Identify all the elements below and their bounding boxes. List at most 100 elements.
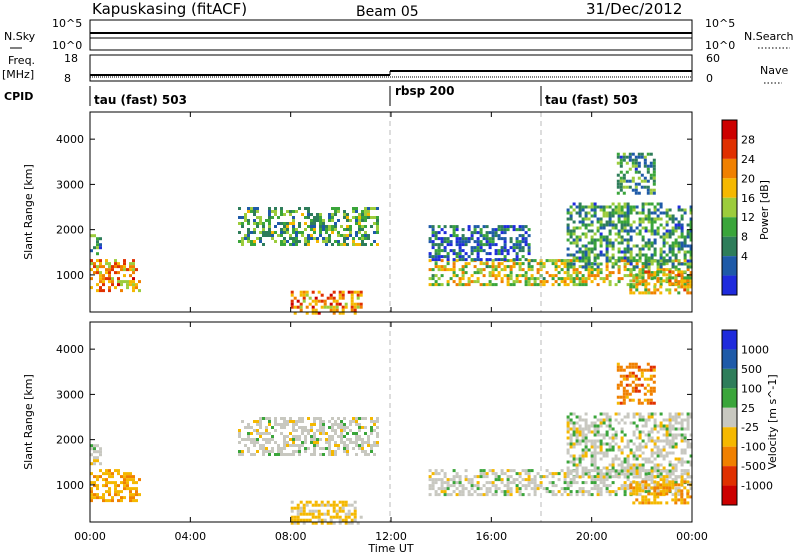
echo-cell — [671, 439, 675, 443]
echo-cell — [644, 262, 648, 266]
echo-cell — [355, 453, 358, 456]
echo-cell — [572, 226, 576, 230]
echo-cell — [659, 427, 663, 431]
echo-cell — [641, 418, 645, 422]
echo-cell — [593, 277, 597, 281]
echo-cell — [641, 283, 645, 287]
echo-cell — [277, 423, 280, 426]
echo-cell — [619, 380, 623, 384]
echo-cell — [295, 234, 298, 237]
echo-cell — [572, 442, 576, 446]
echo-cell — [443, 481, 447, 485]
echo-cell — [99, 262, 102, 266]
echo-cell — [608, 211, 612, 215]
echo-cell — [244, 237, 247, 240]
echo-cell — [566, 226, 570, 230]
echo-cell — [515, 228, 519, 232]
echo-cell — [622, 386, 626, 390]
echo-cell — [608, 232, 612, 236]
echo-cell — [584, 412, 588, 416]
echo-cell — [608, 421, 612, 425]
echo-cell — [250, 231, 253, 234]
echo-cell — [671, 229, 675, 233]
echo-cell — [605, 274, 609, 278]
echo-cell — [611, 223, 615, 227]
echo-cell — [542, 283, 546, 287]
echo-cell — [283, 453, 286, 456]
echo-cell — [313, 216, 316, 219]
echo-cell — [90, 453, 93, 457]
echo-cell — [677, 270, 681, 274]
echo-cell — [99, 289, 102, 293]
echo-cell — [656, 451, 660, 455]
echo-cell — [602, 418, 606, 422]
echo-cell — [584, 472, 588, 476]
echo-cell — [304, 228, 307, 231]
echo-cell — [662, 418, 666, 422]
echo-cell — [683, 448, 687, 452]
echo-cell — [355, 210, 358, 213]
echo-cell — [334, 420, 337, 423]
freq-left-tick-bottom: 8 — [64, 72, 71, 85]
echo-cell — [619, 365, 623, 369]
echo-cell — [653, 480, 657, 484]
echo-cell — [680, 244, 684, 248]
echo-cell — [578, 208, 582, 212]
echo-cell — [584, 448, 588, 452]
echo-cell — [671, 483, 675, 487]
echo-cell — [308, 509, 312, 513]
echo-cell — [650, 472, 654, 476]
echo-cell — [286, 453, 289, 456]
echo-cell — [488, 487, 492, 491]
echo-cell — [367, 216, 370, 219]
echo-cell — [361, 417, 364, 420]
echo-cell — [638, 489, 642, 493]
echo-cell — [623, 493, 627, 497]
echo-cell — [584, 418, 588, 422]
echo-cell — [314, 296, 318, 300]
echo-cell — [683, 259, 687, 263]
echo-cell — [503, 231, 507, 235]
echo-cell — [652, 386, 656, 390]
echo-cell — [605, 241, 609, 245]
echo-cell — [325, 225, 328, 228]
echo-cell — [332, 506, 336, 510]
echo-cell — [617, 202, 621, 206]
echo-cell — [614, 433, 618, 437]
echo-cell — [99, 286, 102, 290]
echo-cell — [650, 436, 654, 440]
echo-cell — [643, 179, 647, 183]
echo-cell — [361, 243, 364, 246]
echo-cell — [599, 271, 603, 275]
echo-cell — [117, 265, 120, 269]
echo-cell — [289, 432, 292, 435]
echo-cell — [617, 472, 621, 476]
echo-cell — [674, 475, 678, 479]
echo-cell — [313, 417, 316, 420]
echo-cell — [334, 228, 337, 231]
echo-cell — [646, 188, 650, 192]
echo-cell — [129, 493, 132, 497]
echo-cell — [674, 490, 678, 494]
echo-cell — [662, 271, 666, 275]
echo-cell — [629, 208, 633, 212]
echo-cell — [638, 220, 642, 224]
echo-cell — [686, 232, 690, 236]
echo-cell — [313, 447, 316, 450]
echo-cell — [649, 173, 653, 177]
echo-cell — [653, 232, 657, 236]
colorbar-tick-label: 20 — [741, 172, 755, 185]
echo-cell — [680, 214, 684, 218]
echo-cell — [584, 244, 588, 248]
echo-cell — [599, 451, 603, 455]
echo-cell — [572, 475, 576, 479]
echo-cell — [244, 438, 247, 441]
echo-cell — [548, 481, 552, 485]
echo-cell — [641, 211, 645, 215]
echo-cell — [290, 299, 294, 303]
echo-cell — [533, 475, 537, 479]
echo-cell — [647, 487, 651, 491]
echo-cell — [473, 280, 477, 284]
echo-cell — [632, 265, 636, 269]
echo-cell — [584, 205, 588, 209]
